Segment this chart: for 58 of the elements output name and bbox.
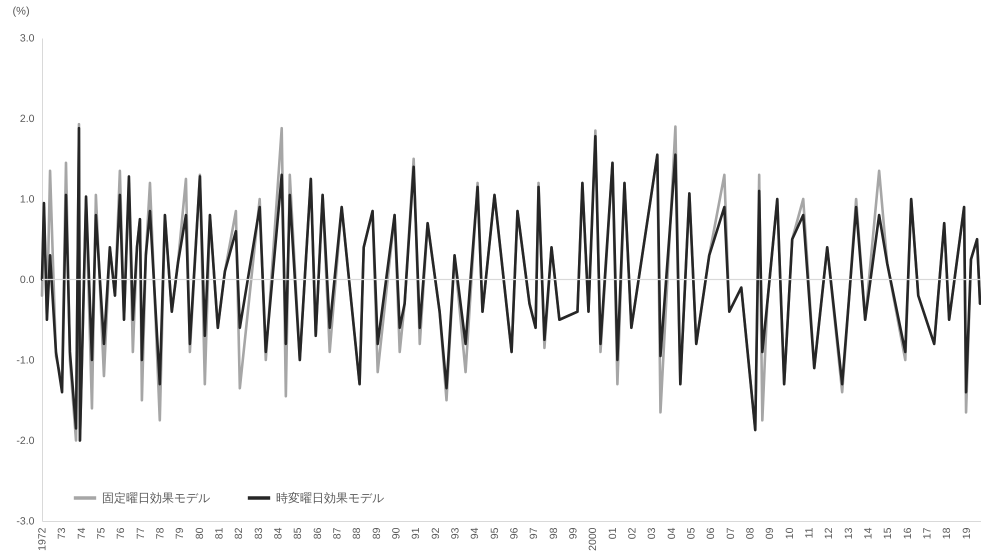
legend-label: 固定曜日効果モデル: [102, 491, 210, 505]
y-tick-label: 3.0: [20, 32, 35, 44]
x-tick-label: 74: [76, 527, 88, 540]
x-tick-label: 79: [174, 527, 186, 540]
x-tick-label: 77: [134, 527, 147, 540]
x-tick-label: 10: [784, 527, 796, 540]
x-tick-label: 18: [941, 527, 954, 540]
x-tick-label: 97: [528, 527, 540, 540]
y-tick-label: -1.0: [16, 354, 35, 366]
x-tick-label: 91: [410, 527, 422, 540]
x-tick-label: 03: [646, 527, 658, 540]
x-tick-label: 09: [764, 527, 776, 540]
x-tick-label: 78: [154, 527, 166, 540]
x-tick-label: 99: [567, 527, 580, 540]
x-tick-label: 80: [194, 527, 206, 540]
y-axis-title: (%): [12, 6, 30, 18]
x-tick-label: 83: [252, 527, 265, 540]
x-tick-label: 11: [803, 527, 816, 538]
y-tick-label: -2.0: [16, 435, 35, 447]
x-tick-label: 14: [862, 527, 874, 540]
x-tick-label: 89: [370, 527, 383, 540]
x-tick-label: 96: [508, 527, 520, 540]
x-tick-label: 76: [115, 527, 128, 540]
x-tick-label: 04: [666, 527, 678, 540]
x-tick-label: 93: [449, 527, 462, 540]
x-tick-label: 95: [488, 527, 501, 540]
y-tick-label: 2.0: [20, 113, 35, 125]
x-tick-label: 07: [724, 527, 737, 540]
x-tick-label: 17: [921, 527, 934, 540]
x-tick-label: 15: [882, 527, 894, 540]
x-tick-label: 94: [469, 527, 482, 540]
y-tick-label: 0.0: [20, 274, 35, 286]
x-tick-label: 13: [842, 527, 855, 540]
x-tick-label: 19: [960, 527, 973, 540]
x-tick-label: 06: [705, 527, 718, 540]
x-tick-label: 98: [548, 527, 560, 540]
x-tick-label: 08: [744, 527, 756, 540]
y-tick-label: -3.0: [16, 516, 35, 528]
x-tick-label: 73: [56, 527, 68, 540]
x-tick-label: 12: [823, 527, 836, 540]
x-tick-label: 2000: [587, 527, 600, 551]
x-tick-label: 86: [312, 527, 324, 540]
x-tick-label: 88: [351, 527, 364, 540]
x-tick-label: 85: [292, 527, 304, 540]
x-tick-label: 84: [272, 527, 284, 540]
x-tick-label: 81: [213, 527, 226, 540]
x-tick-label: 1972: [36, 527, 48, 551]
x-tick-label: 75: [95, 527, 108, 540]
x-tick-label: 87: [331, 527, 344, 540]
y-tick-label: 1.0: [20, 194, 35, 206]
x-tick-label: 82: [233, 527, 246, 540]
x-tick-label: 05: [685, 527, 698, 540]
x-tick-label: 90: [390, 527, 402, 540]
x-tick-label: 92: [430, 527, 442, 540]
x-tick-label: 01: [606, 527, 619, 540]
x-tick-label: 02: [626, 527, 638, 540]
legend-label: 時変曜日効果モデル: [276, 491, 384, 505]
x-tick-label: 16: [902, 527, 914, 540]
